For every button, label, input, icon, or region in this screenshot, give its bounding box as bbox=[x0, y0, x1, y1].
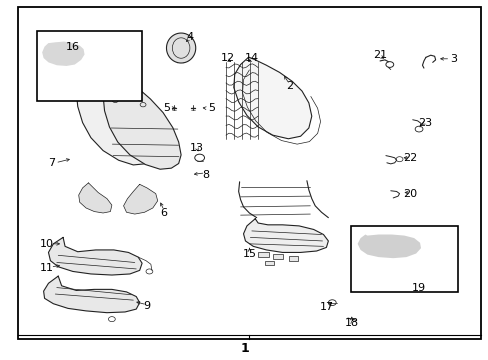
Polygon shape bbox=[42, 41, 84, 66]
Text: 5: 5 bbox=[207, 103, 214, 113]
Text: 4: 4 bbox=[186, 32, 193, 41]
Bar bbox=[350, 226, 457, 292]
Bar bbox=[264, 261, 273, 265]
Text: 12: 12 bbox=[220, 53, 234, 63]
Text: 21: 21 bbox=[372, 50, 386, 60]
Polygon shape bbox=[76, 61, 154, 165]
Text: 15: 15 bbox=[242, 248, 256, 258]
Polygon shape bbox=[43, 276, 140, 313]
Text: 3: 3 bbox=[450, 54, 457, 64]
Polygon shape bbox=[243, 219, 328, 252]
Text: 8: 8 bbox=[202, 170, 209, 180]
Polygon shape bbox=[357, 234, 420, 258]
Text: 7: 7 bbox=[48, 158, 55, 168]
Text: 20: 20 bbox=[403, 189, 416, 199]
Text: 19: 19 bbox=[411, 283, 425, 293]
Bar bbox=[272, 254, 282, 259]
Text: 23: 23 bbox=[417, 118, 431, 128]
Text: 2: 2 bbox=[285, 81, 292, 91]
Text: 11: 11 bbox=[40, 263, 54, 273]
Text: 22: 22 bbox=[402, 153, 417, 163]
Text: 16: 16 bbox=[66, 42, 80, 51]
Text: 1: 1 bbox=[240, 342, 248, 355]
Bar bbox=[289, 256, 298, 261]
Polygon shape bbox=[166, 33, 195, 63]
Text: 14: 14 bbox=[244, 53, 258, 63]
Text: 6: 6 bbox=[160, 208, 167, 218]
Text: 10: 10 bbox=[40, 239, 54, 249]
Bar bbox=[37, 31, 142, 101]
Text: 13: 13 bbox=[189, 143, 203, 153]
Bar bbox=[258, 252, 268, 257]
Text: 18: 18 bbox=[344, 319, 358, 328]
Polygon shape bbox=[123, 184, 158, 214]
Polygon shape bbox=[48, 237, 142, 275]
Polygon shape bbox=[79, 183, 112, 213]
Polygon shape bbox=[103, 65, 181, 169]
Text: 9: 9 bbox=[143, 301, 150, 311]
Text: 5: 5 bbox=[163, 103, 170, 113]
Text: 17: 17 bbox=[319, 302, 333, 312]
Polygon shape bbox=[233, 57, 311, 139]
